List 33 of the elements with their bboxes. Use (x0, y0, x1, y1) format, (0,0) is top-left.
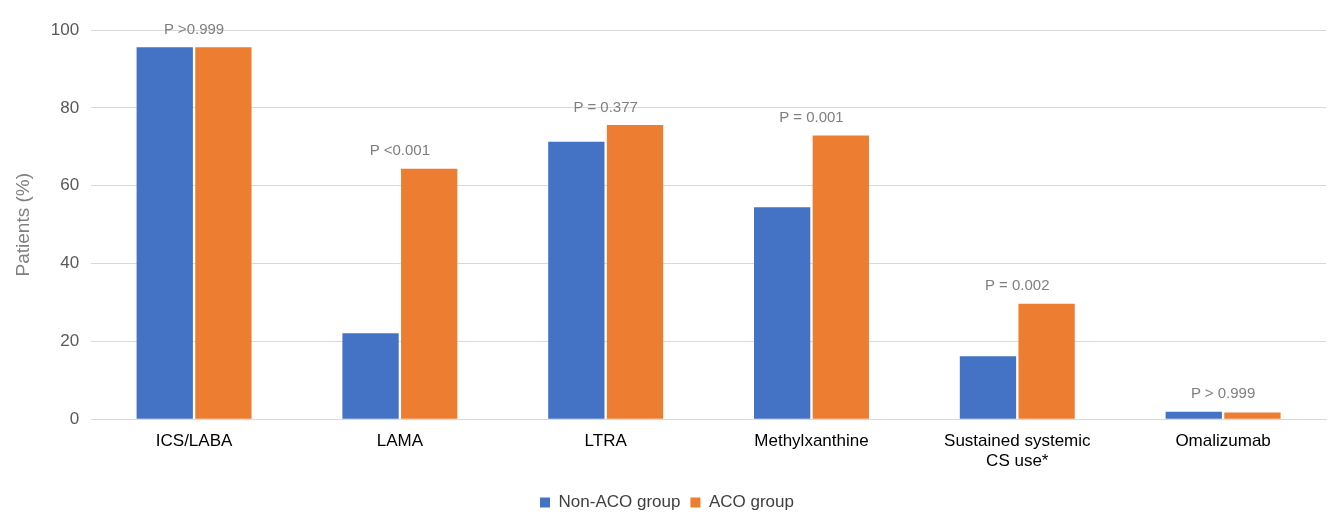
legend-label: Non-ACO group (558, 492, 681, 512)
bar (548, 141, 605, 419)
annotation: P = 0.001 (779, 108, 844, 126)
x-tick-label: LTRA (584, 431, 628, 451)
bar (401, 168, 458, 419)
x-tick-label: LAMA (376, 431, 424, 451)
bar (1224, 412, 1281, 419)
bar (136, 47, 193, 419)
x-tick-label: Sustained systemic CS use* (944, 431, 1092, 471)
bar (342, 333, 399, 419)
y-axis-title: Patients (%) (11, 172, 33, 277)
y-tick-label: 80 (60, 97, 80, 117)
annotation: P = 0.377 (573, 97, 638, 115)
bar (1018, 303, 1075, 419)
x-tick-label: Omalizumab (1175, 431, 1271, 451)
y-tick-label: 40 (60, 253, 80, 273)
bar (606, 125, 664, 419)
annotation: P = 0.002 (985, 276, 1050, 294)
annotation: P >0.999 (163, 19, 225, 37)
bar (959, 356, 1017, 419)
bar (754, 207, 811, 419)
annotation: P <0.001 (369, 141, 430, 159)
x-tick-label: Methylxanthine (754, 431, 869, 451)
y-tick-label: 0 (69, 408, 80, 428)
annotation: P > 0.999 (1190, 384, 1256, 402)
y-tick-label: 60 (60, 175, 80, 195)
bar (812, 135, 869, 419)
bar (1165, 411, 1222, 419)
y-tick-label: 20 (60, 331, 80, 351)
legend-label: ACO group (708, 492, 794, 512)
bar (195, 47, 252, 419)
y-tick-label: 100 (50, 19, 80, 39)
x-tick-label: ICS/LABA (155, 431, 233, 451)
